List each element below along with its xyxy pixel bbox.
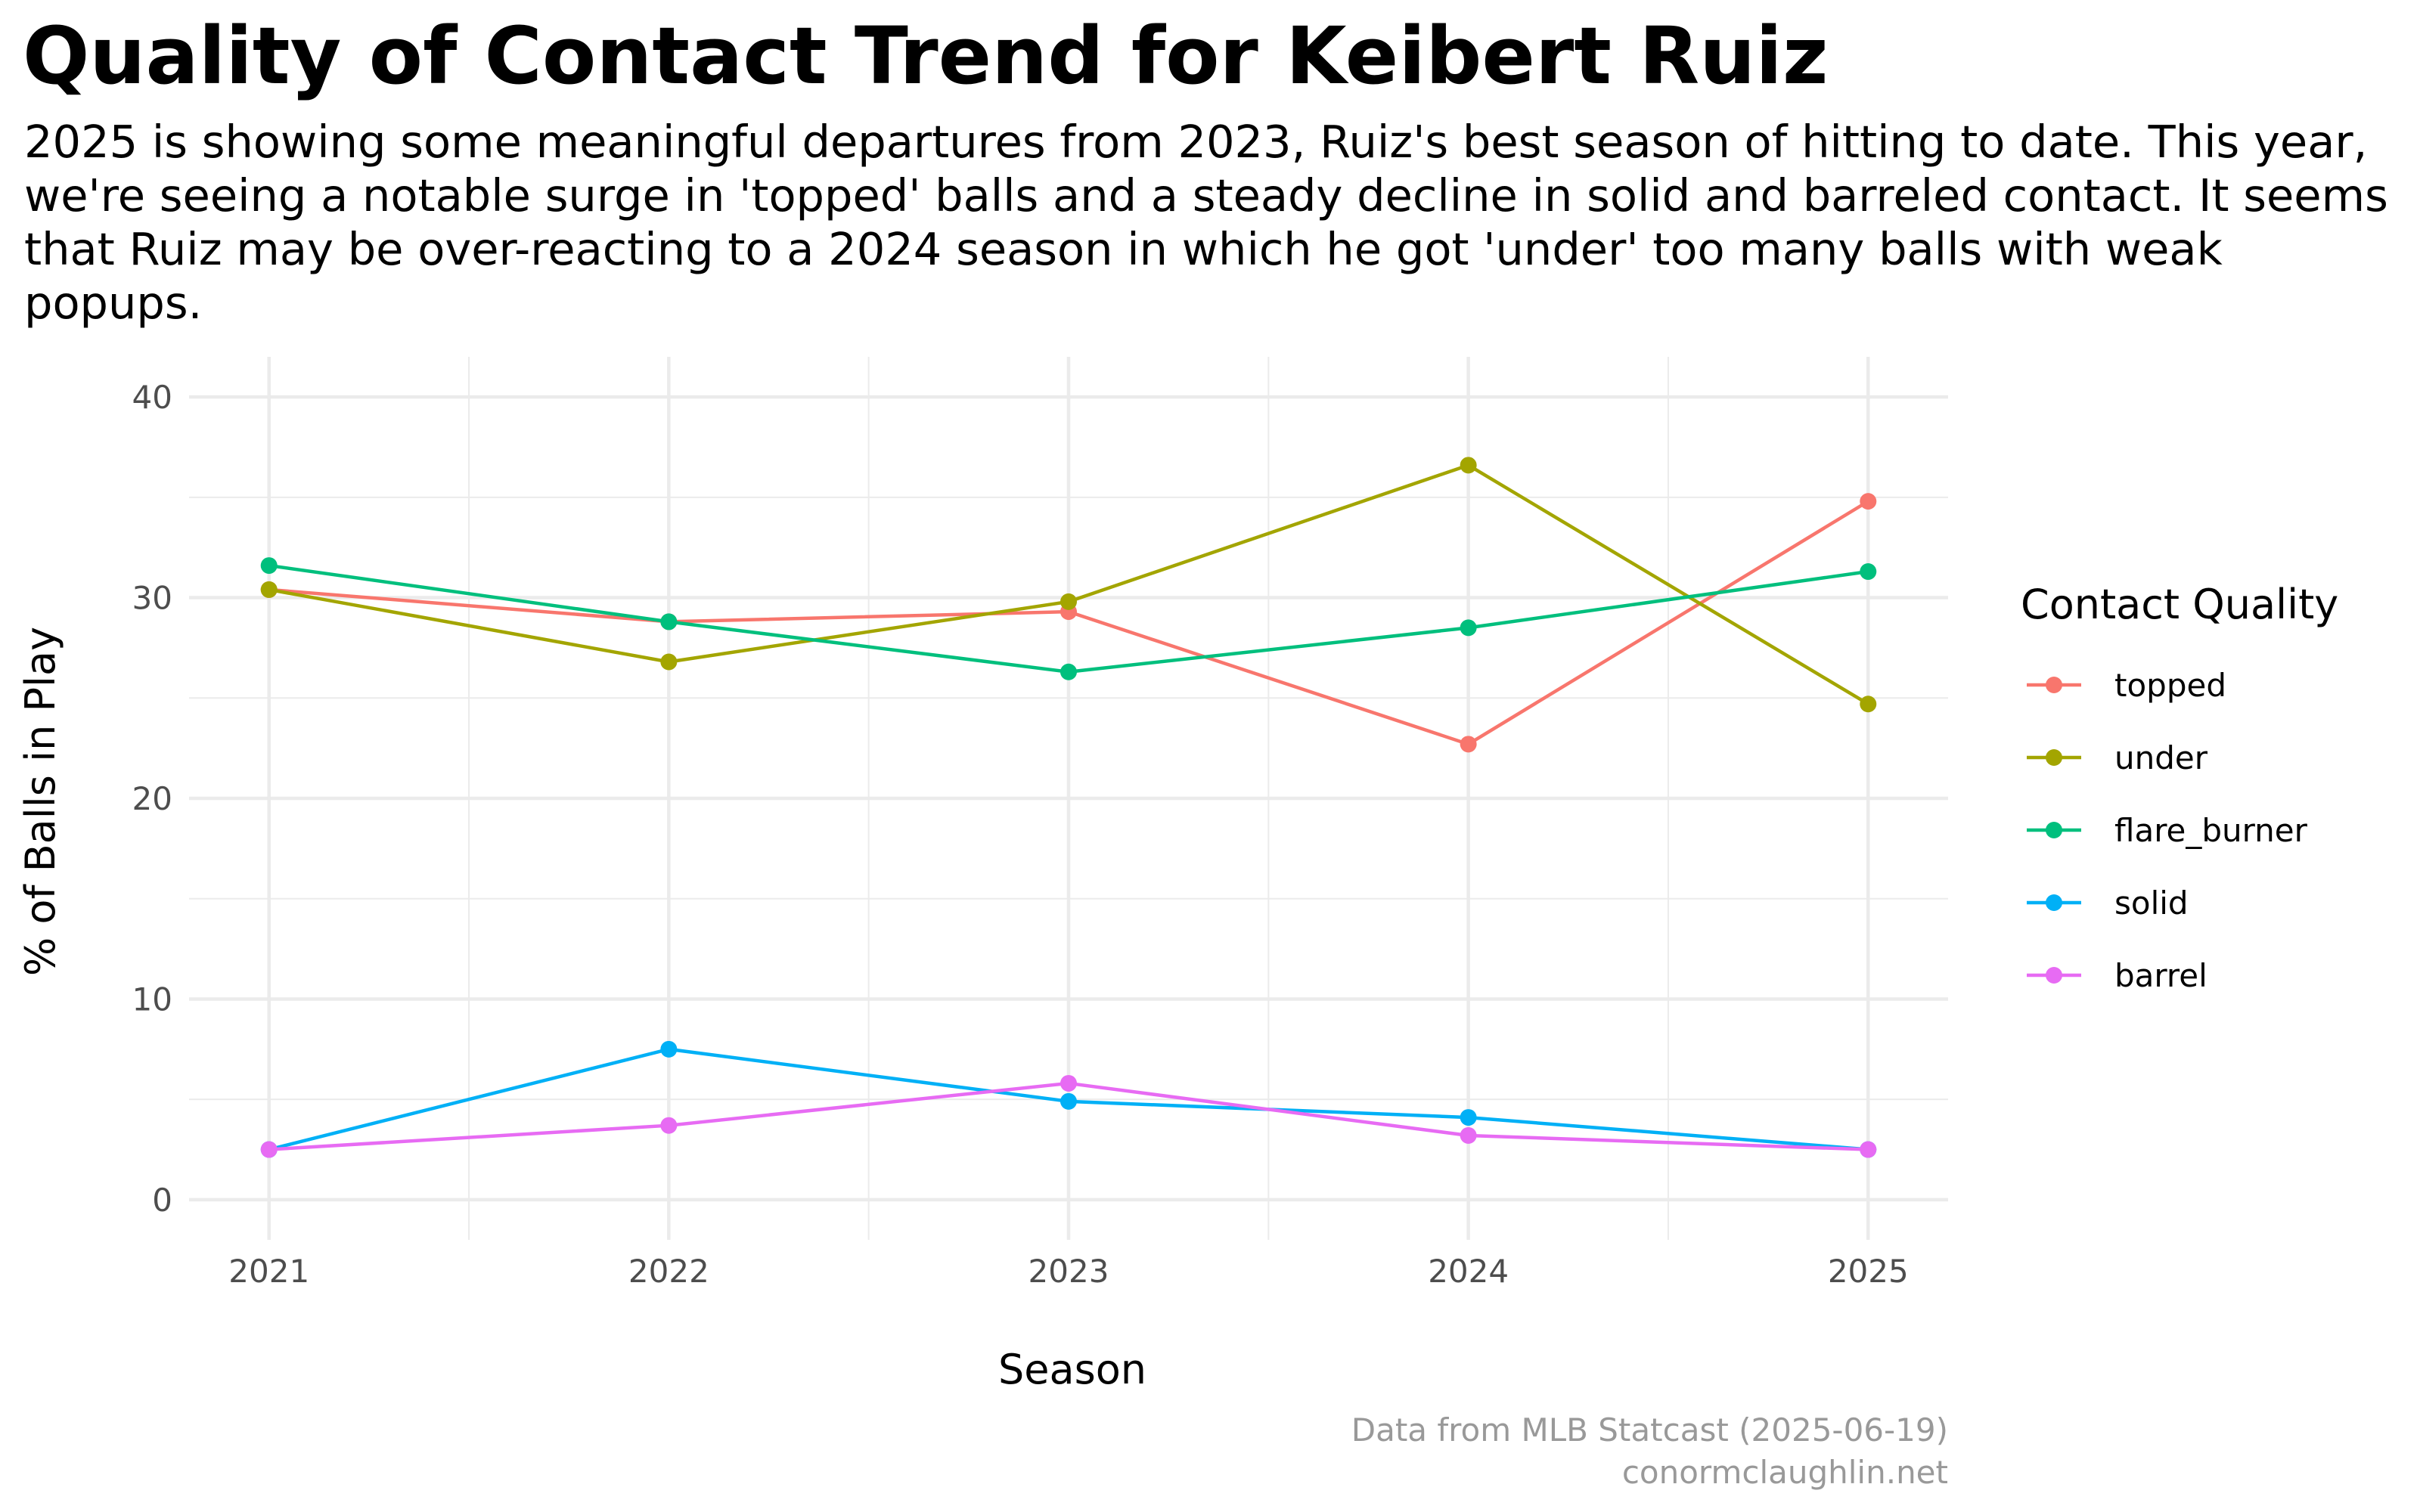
x-tick-label: 2023 [1028, 1253, 1109, 1290]
caption-site: conormclaughlin.net [1622, 1454, 1948, 1491]
legend-item-under: under [2027, 739, 2208, 776]
legend-item-solid: solid [2027, 885, 2189, 922]
data-point-flare_burner [660, 613, 678, 631]
legend-label: solid [2114, 885, 2189, 922]
y-tick-label: 0 [152, 1182, 172, 1219]
chart-title: Quality of Contact Trend for Keibert Rui… [23, 10, 1829, 102]
legend-key-point [2046, 822, 2062, 838]
data-point-flare_burner [260, 557, 278, 575]
y-tick-label: 40 [132, 379, 172, 416]
data-point-flare_burner [1060, 663, 1077, 680]
data-point-under [1460, 457, 1477, 474]
y-tick-label: 30 [132, 580, 172, 617]
caption-source: Data from MLB Statcast (2025-06-19) [1351, 1411, 1948, 1448]
data-point-solid [1060, 1092, 1077, 1110]
data-point-under [660, 653, 678, 671]
data-point-solid [1460, 1109, 1477, 1126]
x-tick-label: 2024 [1428, 1253, 1509, 1290]
data-point-barrel [260, 1141, 278, 1158]
data-point-flare_burner [1460, 619, 1477, 637]
legend-key-point [2046, 894, 2062, 911]
legend-title: Contact Quality [2021, 581, 2338, 628]
data-series [260, 457, 1877, 1158]
legend-key-point [2046, 677, 2062, 693]
x-axis-title: Season [998, 1346, 1146, 1393]
data-point-barrel [1460, 1126, 1477, 1144]
data-point-topped [1860, 493, 1877, 510]
axis-tick-labels: 0 10 20 30 40 2021 2022 2023 2024 2025 [132, 379, 1909, 1290]
data-point-flare_burner [1860, 563, 1877, 581]
y-tick-label: 10 [132, 981, 172, 1018]
legend-label: topped [2114, 667, 2226, 704]
legend-key-point [2046, 749, 2062, 766]
y-tick-label: 20 [132, 780, 172, 817]
data-point-barrel [660, 1117, 678, 1134]
x-tick-label: 2022 [628, 1253, 709, 1290]
legend-item-flare_burner: flare_burner [2027, 812, 2308, 849]
legend-label: under [2114, 739, 2208, 776]
x-tick-label: 2021 [228, 1253, 309, 1290]
legend-label: barrel [2114, 957, 2207, 994]
legend-key-point [2046, 967, 2062, 984]
series-flare_burner [260, 557, 1877, 680]
data-point-under [1060, 593, 1077, 610]
data-point-barrel [1860, 1141, 1877, 1158]
data-point-under [1860, 696, 1877, 713]
y-axis-title: % of Balls in Play [17, 627, 64, 976]
legend-item-topped: topped [2027, 667, 2226, 704]
data-point-topped [1460, 736, 1477, 753]
chart-subtitle: 2025 is showing some meaningful departur… [24, 116, 2388, 329]
legend-label: flare_burner [2114, 812, 2308, 849]
data-point-under [260, 581, 278, 598]
series-under [260, 457, 1877, 713]
legend: Contact Quality topped under flare_burners… [2021, 581, 2338, 994]
x-tick-label: 2025 [1828, 1253, 1909, 1290]
data-point-solid [660, 1040, 678, 1058]
legend-item-barrel: barrel [2027, 957, 2207, 994]
series-barrel [260, 1074, 1877, 1158]
data-point-barrel [1060, 1074, 1077, 1092]
